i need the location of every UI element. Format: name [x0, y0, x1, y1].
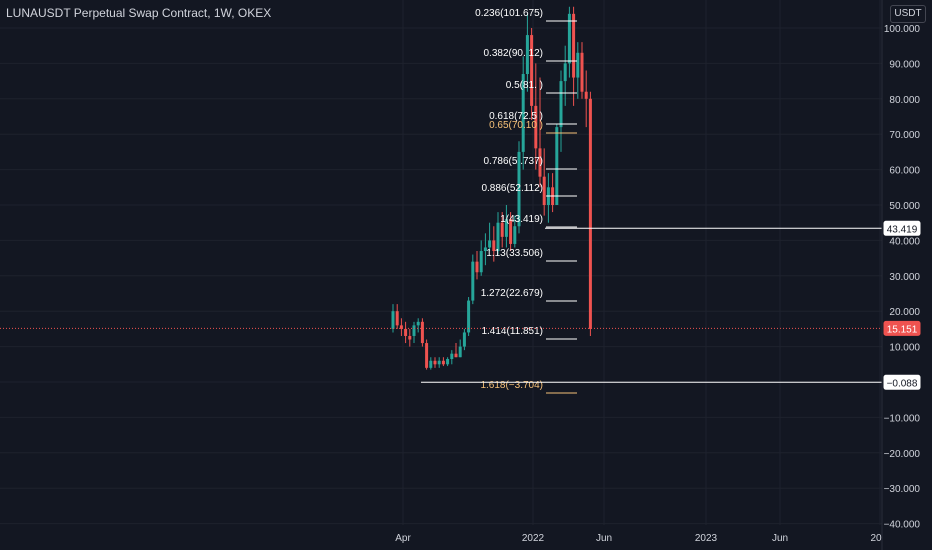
- candle-body: [567, 13, 571, 64]
- time-tick-label: Apr: [395, 533, 411, 544]
- candle-body: [542, 176, 546, 205]
- price-tick-label: −30.000: [884, 484, 921, 495]
- candle-body: [483, 247, 487, 252]
- candle-body: [475, 261, 479, 273]
- fib-level-label: 0.382(90. 12): [484, 48, 544, 59]
- fib-level-label: 0.786(5 .737): [484, 156, 544, 167]
- candle-body: [513, 226, 517, 244]
- price-tick-label: 60.000: [889, 166, 920, 177]
- candle-body: [441, 360, 445, 365]
- candle-body: [521, 74, 525, 152]
- candle-body: [454, 353, 458, 358]
- candle-body: [555, 127, 559, 205]
- fib-level-label: 1(43.419): [500, 214, 543, 225]
- time-tick-label: Jun: [596, 533, 612, 544]
- candle-body: [467, 300, 471, 333]
- candle-body: [559, 81, 563, 128]
- fib-level-label: 0.886(52.112): [481, 183, 543, 194]
- price-tag-level-b-bg: [883, 374, 921, 390]
- horizontal-levels[interactable]: [0, 227, 882, 383]
- price-tag-level-b: −0.088: [887, 378, 918, 389]
- candle-body: [496, 222, 500, 252]
- grid-lines: [0, 0, 882, 525]
- candle-body: [429, 360, 433, 368]
- candle-body: [538, 148, 542, 177]
- time-tick-label: 2022: [522, 533, 545, 544]
- candle-body: [404, 328, 408, 336]
- price-tick-label: 40.000: [889, 236, 920, 247]
- candle-body: [530, 35, 534, 106]
- candle-body: [572, 13, 576, 78]
- candle-body: [580, 52, 584, 92]
- candle-body: [462, 332, 466, 347]
- price-tag-current: 15.151: [887, 324, 918, 335]
- candle-body: [534, 105, 538, 149]
- candle-body: [446, 358, 450, 365]
- candle-body: [420, 321, 424, 344]
- fib-level-label: 1.13(33.506): [486, 248, 543, 259]
- price-tick-label: −40.000: [884, 520, 921, 531]
- time-axis[interactable]: Apr 2022 Jun 2023 Jun 20: [395, 533, 882, 544]
- candle-body: [563, 63, 567, 82]
- candle-body: [425, 343, 429, 368]
- price-tick-label: 80.000: [889, 95, 920, 106]
- time-tick-label: 20: [870, 533, 882, 544]
- price-axis[interactable]: 100.000 90.000 80.000 70.000 60.000 50.000 40.…: [884, 24, 921, 531]
- candle-body: [416, 321, 420, 326]
- candle-body: [399, 325, 403, 329]
- candle-body: [458, 346, 462, 358]
- candle-body: [391, 311, 395, 329]
- candle-body: [437, 360, 441, 365]
- price-tag-current-bg: [883, 320, 921, 336]
- fib-level-label: 1.618(−3.704): [480, 380, 543, 391]
- price-tick-label: 30.000: [889, 272, 920, 283]
- fibonacci-retracement[interactable]: 0.236(101.675) 0.382(90. 12) 0.5(81. ) 0.61…: [475, 8, 577, 394]
- price-tags: 43.419 15.151 −0.088: [883, 220, 921, 390]
- candle-body: [509, 219, 513, 244]
- candle-body: [450, 353, 454, 359]
- time-tick-label: 2023: [695, 533, 718, 544]
- candlestick-series: [391, 6, 592, 370]
- fib-level-label: 0.65(70.10 ): [489, 120, 543, 131]
- fib-level-label: 1.414(11.851): [481, 326, 543, 337]
- fib-level-label: 0.236(101.675): [475, 8, 543, 19]
- candle-body: [471, 261, 475, 301]
- candle-body: [408, 335, 412, 340]
- candle-body: [588, 98, 592, 329]
- candle-body: [576, 52, 580, 78]
- candle-body: [517, 151, 521, 227]
- price-tick-label: 20.000: [889, 307, 920, 318]
- price-tick-label: 10.000: [889, 343, 920, 354]
- candle-body: [504, 219, 508, 237]
- time-tick-label: Jun: [772, 533, 788, 544]
- price-tick-label: 50.000: [889, 201, 920, 212]
- price-tick-label: −10.000: [884, 413, 921, 424]
- price-tick-label: 70.000: [889, 130, 920, 141]
- candle-body: [500, 222, 504, 237]
- candle-body: [525, 35, 529, 75]
- candle-body: [412, 325, 416, 336]
- chart-title: LUNAUSDT Perpetual Swap Contract, 1W, OK…: [6, 6, 272, 20]
- candle-body: [395, 311, 399, 326]
- candle-body: [433, 360, 437, 365]
- candle-body: [492, 240, 496, 252]
- candle-body: [488, 240, 492, 248]
- price-tag-level-a-bg: [883, 220, 921, 236]
- price-tick-label: 100.000: [884, 24, 921, 35]
- fib-level-label: 0.618(72.5 ): [489, 111, 543, 122]
- price-unit-label[interactable]: USDT: [890, 5, 926, 23]
- price-tick-label: −20.000: [884, 449, 921, 460]
- fib-level-label: 0.5(81. ): [506, 80, 543, 91]
- candle-body: [479, 251, 483, 273]
- price-tick-label: 90.000: [889, 59, 920, 70]
- candle-body: [584, 91, 588, 99]
- price-tag-level-a: 43.419: [887, 224, 918, 235]
- fib-level-label: 1.272(22.679): [481, 288, 543, 299]
